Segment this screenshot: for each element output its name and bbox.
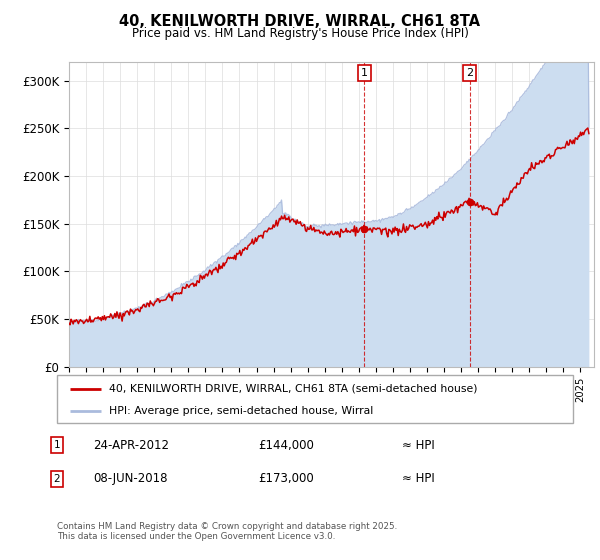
- Text: 08-JUN-2018: 08-JUN-2018: [93, 472, 167, 486]
- Text: 24-APR-2012: 24-APR-2012: [93, 438, 169, 452]
- Text: ≈ HPI: ≈ HPI: [402, 472, 435, 486]
- Text: 40, KENILWORTH DRIVE, WIRRAL, CH61 8TA (semi-detached house): 40, KENILWORTH DRIVE, WIRRAL, CH61 8TA (…: [109, 384, 477, 394]
- Text: 1: 1: [361, 68, 368, 78]
- Text: HPI: Average price, semi-detached house, Wirral: HPI: Average price, semi-detached house,…: [109, 406, 373, 416]
- Text: £144,000: £144,000: [258, 438, 314, 452]
- Text: ≈ HPI: ≈ HPI: [402, 438, 435, 452]
- Text: 2: 2: [466, 68, 473, 78]
- Text: Price paid vs. HM Land Registry's House Price Index (HPI): Price paid vs. HM Land Registry's House …: [131, 27, 469, 40]
- FancyBboxPatch shape: [57, 375, 573, 423]
- Text: Contains HM Land Registry data © Crown copyright and database right 2025.
This d: Contains HM Land Registry data © Crown c…: [57, 522, 397, 542]
- Text: 40, KENILWORTH DRIVE, WIRRAL, CH61 8TA: 40, KENILWORTH DRIVE, WIRRAL, CH61 8TA: [119, 14, 481, 29]
- Text: 1: 1: [53, 440, 61, 450]
- Text: £173,000: £173,000: [258, 472, 314, 486]
- Text: 2: 2: [53, 474, 61, 484]
